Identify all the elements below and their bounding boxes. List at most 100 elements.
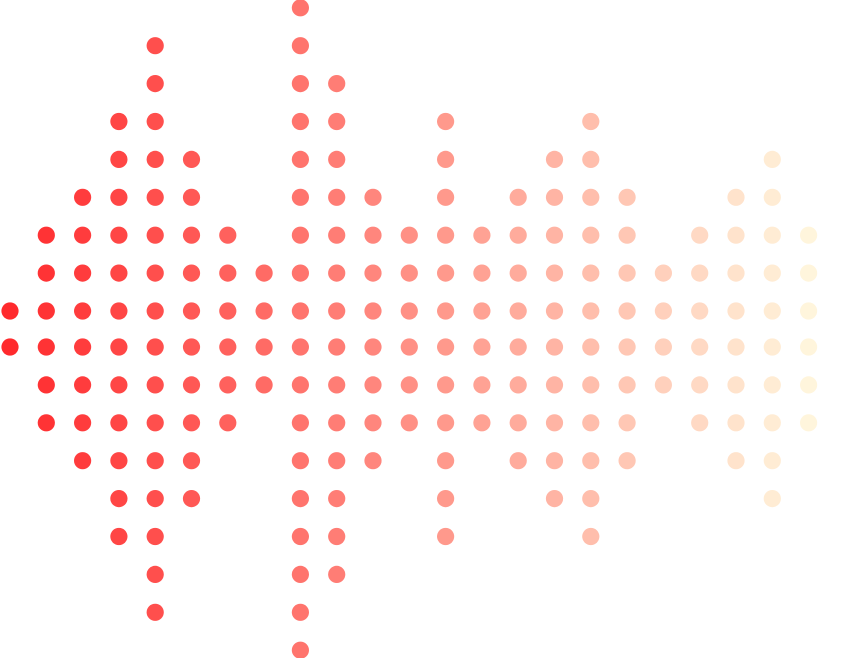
waveform-dot: [763, 150, 781, 168]
waveform-dot: [691, 338, 709, 356]
waveform-dot: [437, 302, 455, 320]
waveform-dot: [545, 226, 564, 244]
waveform-dot: [182, 188, 201, 206]
waveform-dot: [400, 376, 418, 394]
waveform-dot: [691, 376, 709, 394]
waveform-dot: [727, 452, 745, 470]
waveform-dot: [182, 376, 201, 394]
waveform-dot: [74, 414, 92, 432]
waveform-dot: [691, 226, 709, 244]
waveform-dot: [255, 264, 273, 282]
waveform-dot: [291, 37, 309, 55]
waveform-dot: [400, 302, 418, 320]
waveform-dot: [328, 376, 346, 394]
waveform-dot: [582, 452, 600, 470]
waveform-dot: [74, 226, 92, 244]
waveform-dot: [110, 490, 128, 508]
waveform-dot: [37, 264, 55, 282]
waveform-dot: [37, 376, 55, 394]
waveform-dot: [800, 414, 818, 432]
waveform-dot: [291, 376, 309, 394]
waveform-dot: [364, 302, 382, 320]
waveform-dot: [618, 188, 636, 206]
waveform-dot: [545, 376, 564, 394]
waveform-dot: [582, 527, 600, 546]
waveform-dot: [328, 565, 346, 584]
waveform-dot: [582, 264, 600, 282]
waveform-dot: [291, 490, 309, 508]
waveform-dot: [37, 338, 55, 356]
waveform-dot: [74, 376, 92, 394]
waveform-dot: [654, 264, 673, 282]
waveform-dot: [473, 302, 491, 320]
waveform-dot: [509, 264, 527, 282]
waveform-dot: [400, 338, 418, 356]
waveform-dot: [763, 302, 781, 320]
waveform-dot: [509, 188, 527, 206]
waveform-dot: [110, 376, 128, 394]
waveform-dot: [437, 338, 455, 356]
waveform-dot: [291, 112, 309, 131]
waveform-dot: [509, 226, 527, 244]
waveform-dot: [727, 264, 745, 282]
waveform-dot: [74, 452, 92, 470]
waveform-dot: [582, 226, 600, 244]
waveform-dot: [182, 338, 201, 356]
waveform-dot: [473, 264, 491, 282]
waveform-dot: [291, 302, 309, 320]
waveform-dot: [364, 338, 382, 356]
waveform-dot: [146, 302, 164, 320]
waveform-dot: [763, 414, 781, 432]
waveform-dot: [618, 414, 636, 432]
waveform-dot: [618, 452, 636, 470]
waveform-dot: [763, 188, 781, 206]
waveform-dot: [473, 226, 491, 244]
waveform-dot: [763, 452, 781, 470]
waveform-dot: [437, 150, 455, 168]
waveform-dot: [74, 188, 92, 206]
waveform-dot: [364, 264, 382, 282]
waveform-dot: [1, 302, 19, 320]
waveform-dot: [509, 452, 527, 470]
waveform-dot: [146, 452, 164, 470]
waveform-dot: [328, 75, 346, 93]
waveform-dot: [691, 302, 709, 320]
waveform-dot: [437, 376, 455, 394]
waveform-dot: [146, 414, 164, 432]
waveform-dot: [291, 188, 309, 206]
waveform-dot: [110, 527, 128, 546]
waveform-dot: [763, 226, 781, 244]
waveform-dot: [328, 302, 346, 320]
waveform-dot: [328, 490, 346, 508]
waveform-dot: [364, 226, 382, 244]
waveform-dot: [291, 452, 309, 470]
waveform-dot: [328, 226, 346, 244]
waveform-dot: [618, 226, 636, 244]
waveform-dot: [437, 226, 455, 244]
waveform-dot: [146, 188, 164, 206]
waveform-dot: [291, 527, 309, 546]
waveform-dot: [509, 376, 527, 394]
waveform-dot: [146, 226, 164, 244]
waveform-dot: [763, 376, 781, 394]
waveform-dot: [291, 338, 309, 356]
waveform-dot: [727, 226, 745, 244]
waveform-dot: [291, 603, 309, 621]
waveform-dot: [110, 188, 128, 206]
waveform-dot: [37, 226, 55, 244]
waveform-dot: [473, 376, 491, 394]
waveform-dot: [1, 338, 19, 356]
waveform-dot: [219, 414, 237, 432]
waveform-dot: [727, 414, 745, 432]
waveform-dot: [74, 338, 92, 356]
waveform-dot: [800, 338, 818, 356]
waveform-dot: [800, 264, 818, 282]
waveform-dot: [182, 264, 201, 282]
waveform-dot: [763, 338, 781, 356]
waveform-dot: [545, 338, 564, 356]
waveform-dot: [618, 338, 636, 356]
waveform-dot: [328, 112, 346, 131]
waveform-dot: [582, 150, 600, 168]
waveform-dot: [255, 302, 273, 320]
waveform-dot: [800, 226, 818, 244]
